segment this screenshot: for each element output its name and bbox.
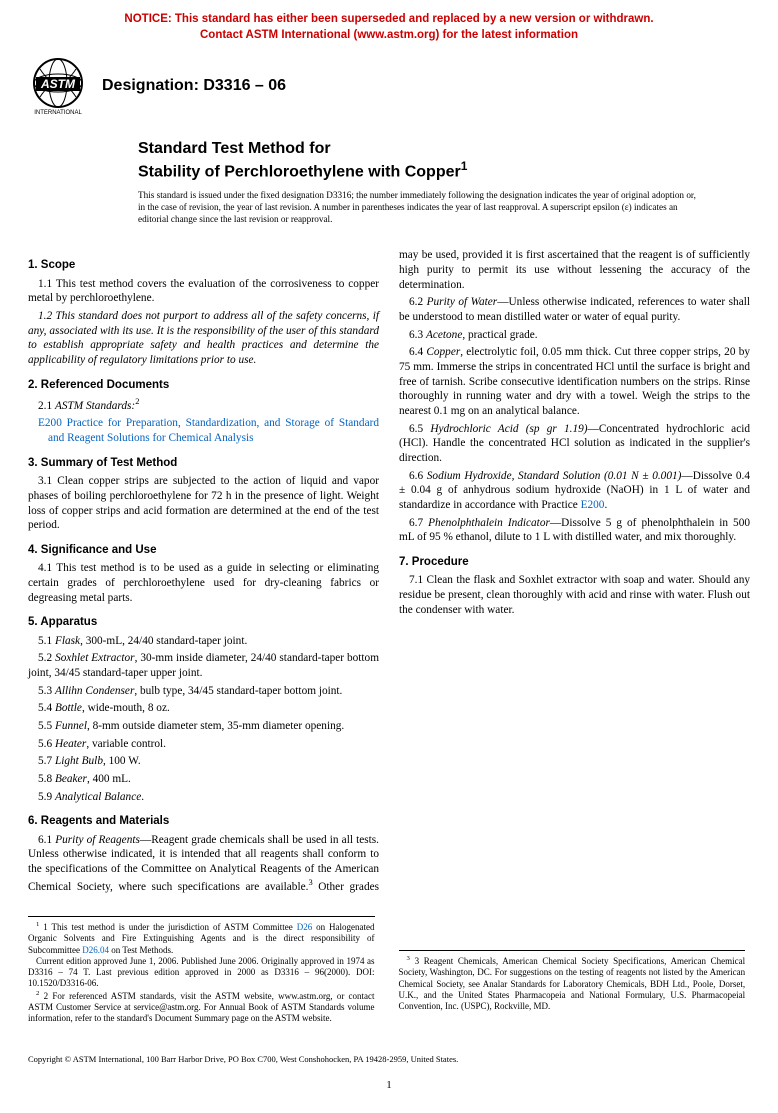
p-5-5: 5.5 Funnel, 8-mm outside diameter stem, …	[28, 719, 379, 734]
copyright: Copyright © ASTM International, 100 Barr…	[28, 1054, 750, 1065]
p-5-6: 5.6 Heater, variable control.	[28, 737, 379, 752]
p-5-8: 5.8 Beaker, 400 mL.	[28, 772, 379, 787]
p-4-1: 4.1 This test method is to be used as a …	[28, 561, 379, 605]
p-6-6: 6.6 Sodium Hydroxide, Standard Solution …	[399, 469, 750, 513]
link-d26[interactable]: D26	[297, 922, 313, 932]
notice-line2: Contact ASTM International (www.astm.org…	[200, 29, 578, 41]
footnote-1b: Current edition approved June 1, 2006. P…	[28, 956, 375, 990]
p-5-4: 5.4 Bottle, wide-mouth, 8 oz.	[28, 701, 379, 716]
link-d26-04[interactable]: D26.04	[82, 945, 109, 955]
heading-significance: 4. Significance and Use	[28, 543, 379, 557]
footnote-1: 1 1 This test method is under the jurisd…	[28, 921, 375, 956]
title-block: Standard Test Method for Stability of Pe…	[138, 139, 750, 182]
title-line1: Standard Test Method for	[138, 139, 750, 159]
p-6-7: 6.7 Phenolphthalein Indicator—Dissolve 5…	[399, 516, 750, 545]
p-5-7: 5.7 Light Bulb, 100 W.	[28, 754, 379, 769]
body-columns: 1. Scope 1.1 This test method covers the…	[28, 248, 750, 908]
heading-summary: 3. Summary of Test Method	[28, 456, 379, 470]
title-line2: Stability of Perchloroethylene with Copp…	[138, 159, 750, 182]
heading-procedure: 7. Procedure	[399, 555, 750, 569]
link-e200-inline[interactable]: E200	[581, 499, 605, 511]
page-number: 1	[28, 1079, 750, 1093]
issued-note: This standard is issued under the fixed …	[138, 190, 698, 226]
footnote-3: 3 3 Reagent Chemicals, American Chemical…	[399, 955, 746, 1012]
heading-apparatus: 5. Apparatus	[28, 615, 379, 629]
p-3-1: 3.1 Clean copper strips are subjected to…	[28, 474, 379, 533]
p-1-2: 1.2 This standard does not purport to ad…	[28, 309, 379, 368]
p-6-2: 6.2 Purity of Water—Unless otherwise ind…	[399, 295, 750, 324]
heading-scope: 1. Scope	[28, 258, 379, 272]
ref-e200: E200 Practice for Preparation, Standardi…	[28, 416, 379, 445]
p-7-1: 7.1 Clean the flask and Soxhlet extracto…	[399, 573, 750, 617]
link-e200[interactable]: E200 Practice for Preparation, Standardi…	[38, 417, 379, 444]
svg-text:INTERNATIONAL: INTERNATIONAL	[34, 110, 82, 115]
heading-reagents: 6. Reagents and Materials	[28, 814, 379, 828]
p-5-1: 5.1 Flask, 300-mL, 24/40 standard-taper …	[28, 634, 379, 649]
heading-refs: 2. Referenced Documents	[28, 378, 379, 392]
p-5-9: 5.9 Analytical Balance.	[28, 790, 379, 805]
p-6-5: 6.5 Hydrochloric Acid (sp gr 1.19)—Conce…	[399, 422, 750, 466]
p-5-2: 5.2 Soxhlet Extractor, 30-mm inside diam…	[28, 651, 379, 680]
notice-line1: NOTICE: This standard has either been su…	[124, 13, 653, 25]
footnotes-right: 3 3 Reagent Chemicals, American Chemical…	[399, 950, 746, 1024]
astm-logo-icon: ASTM INTERNATIONAL	[28, 57, 88, 115]
notice-banner: NOTICE: This standard has either been su…	[28, 12, 750, 43]
svg-text:ASTM: ASTM	[40, 77, 76, 91]
p-6-3: 6.3 Acetone, practical grade.	[399, 328, 750, 343]
p-1-1: 1.1 This test method covers the evaluati…	[28, 277, 379, 306]
designation: Designation: D3316 – 06	[102, 76, 286, 96]
p-5-3: 5.3 Allihn Condenser, bulb type, 34/45 s…	[28, 684, 379, 699]
p-2-1: 2.1 ASTM Standards:2	[28, 396, 379, 413]
footnotes-left: 1 1 This test method is under the jurisd…	[28, 916, 375, 1024]
header-row: ASTM INTERNATIONAL Designation: D3316 – …	[28, 57, 750, 115]
p-6-4: 6.4 Copper, electrolytic foil, 0.05 mm t…	[399, 345, 750, 418]
footnote-2: 2 2 For referenced ASTM standards, visit…	[28, 990, 375, 1025]
